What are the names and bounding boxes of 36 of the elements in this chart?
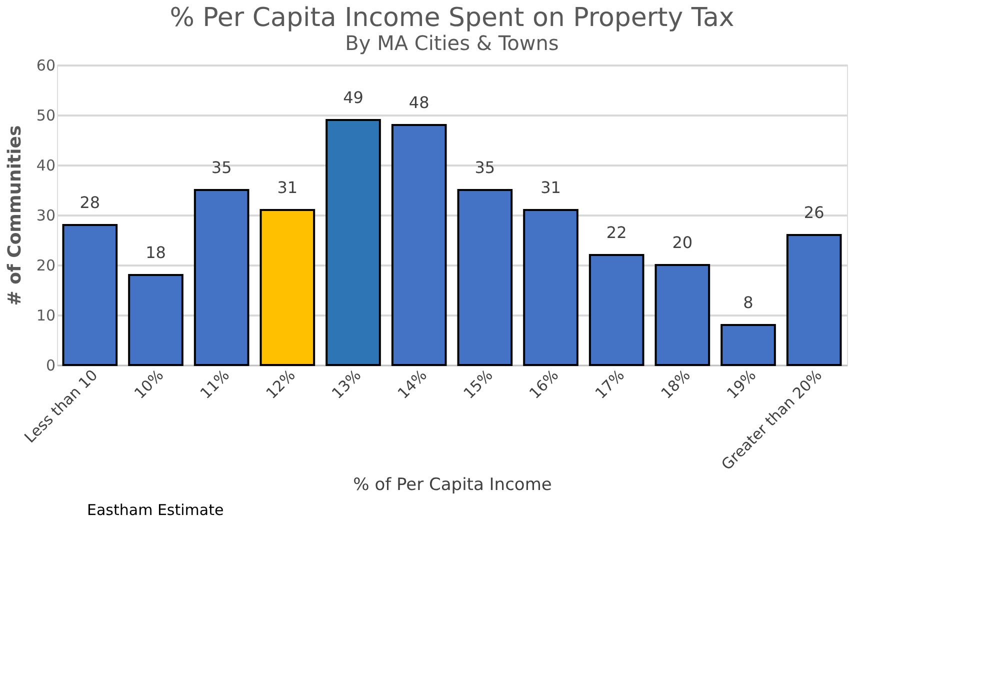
data-label: 18: [146, 243, 166, 262]
bar: [457, 189, 513, 366]
y-tick-label: 40: [36, 156, 56, 174]
x-axis-title: % of Per Capita Income: [353, 474, 552, 495]
bar: [194, 189, 250, 366]
data-label: 28: [80, 193, 100, 212]
data-label: 22: [606, 223, 627, 242]
bar: [326, 119, 381, 366]
bar: [260, 209, 316, 366]
bar: [588, 254, 644, 366]
data-label: 35: [474, 158, 496, 177]
bar: [391, 124, 447, 366]
bar: [62, 224, 118, 366]
bar: [720, 324, 776, 366]
y-axis-title: # of Communities: [4, 125, 26, 306]
y-tick-label: 50: [36, 106, 56, 124]
data-label: 26: [804, 203, 824, 222]
y-tick-label: 0: [46, 356, 56, 374]
data-label: 31: [540, 178, 561, 197]
bar: [523, 209, 578, 366]
bar: [654, 264, 710, 366]
data-label: 48: [408, 93, 430, 112]
y-tick-label: 10: [36, 306, 56, 324]
bar: [128, 274, 184, 366]
chart-title: % Per Capita Income Spent on Property Tax: [170, 3, 734, 33]
data-label: 31: [277, 178, 298, 197]
y-tick-label: 30: [36, 206, 56, 224]
y-tick-label: 60: [36, 56, 56, 74]
text: Eastham Estimate: [87, 501, 224, 519]
data-label: 8: [743, 293, 754, 312]
data-label: 20: [672, 233, 693, 252]
bar: [786, 234, 842, 366]
data-label: 35: [211, 158, 232, 177]
y-tick-label: 20: [36, 256, 56, 274]
data-label: 49: [343, 88, 364, 107]
chart-subtitle: By MA Cities & Towns: [345, 31, 559, 55]
